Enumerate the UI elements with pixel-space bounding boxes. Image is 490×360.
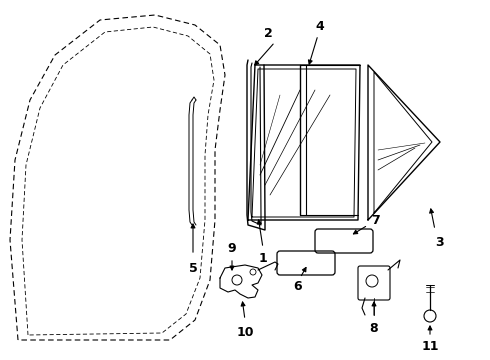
- Text: 4: 4: [316, 19, 324, 32]
- Text: 10: 10: [236, 325, 254, 338]
- Text: 9: 9: [228, 242, 236, 255]
- Text: 1: 1: [259, 252, 268, 265]
- Text: 7: 7: [370, 213, 379, 226]
- Text: 5: 5: [189, 261, 197, 274]
- Text: 8: 8: [369, 321, 378, 334]
- Text: 2: 2: [264, 27, 272, 40]
- Text: 3: 3: [436, 235, 444, 248]
- Text: 6: 6: [294, 280, 302, 293]
- Text: 11: 11: [421, 341, 439, 354]
